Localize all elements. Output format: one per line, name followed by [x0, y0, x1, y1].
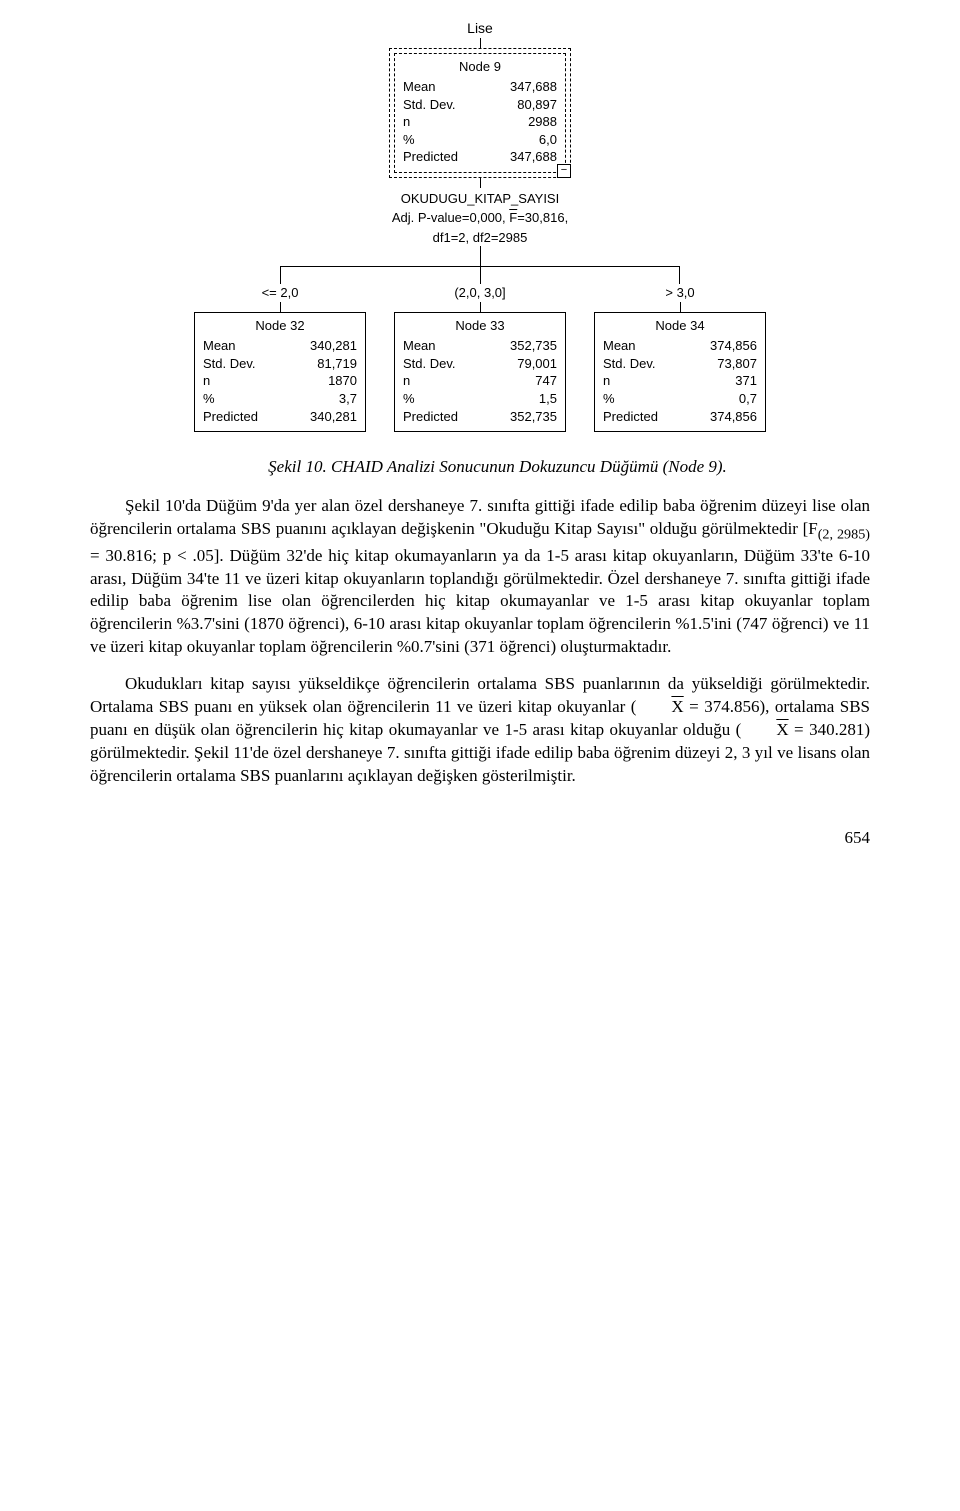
stat-value: 371: [735, 372, 757, 390]
node-title: Node 34: [603, 318, 757, 333]
stat-label: %: [403, 390, 415, 408]
stat-row: Predicted 347,688: [403, 148, 557, 166]
stat-row: n 1870: [203, 372, 357, 390]
connector-line: [480, 38, 481, 48]
stat-row: % 6,0: [403, 131, 557, 149]
stat-row: Std. Dev. 81,719: [203, 355, 357, 373]
stat-label: n: [403, 372, 410, 390]
xbar-symbol: X: [636, 696, 683, 719]
stat-label: Predicted: [603, 408, 658, 426]
stat-row: Std. Dev. 80,897: [403, 96, 557, 114]
stat-row: Mean 347,688: [403, 78, 557, 96]
stat-label: Mean: [403, 337, 436, 355]
stat-row: Mean 340,281: [203, 337, 357, 355]
stat-value: 374,856: [710, 337, 757, 355]
figure-caption: Şekil 10. CHAID Analizi Sonucunun Dokuzu…: [90, 457, 870, 477]
branch-condition: (2,0, 3,0]: [454, 285, 505, 300]
collapse-icon: −: [557, 164, 571, 178]
branch-condition: <= 2,0: [262, 285, 299, 300]
connector-line: [480, 178, 481, 188]
node-34: Node 34 Mean 374,856 Std. Dev. 73,807 n 371…: [594, 312, 766, 432]
node-title: Node 9: [403, 59, 557, 74]
stat-value: 80,897: [517, 96, 557, 114]
stat-row: % 0,7: [603, 390, 757, 408]
stat-label: Std. Dev.: [203, 355, 256, 373]
node-9: Node 9 Mean 347,688 Std. Dev. 80,897 n 2988…: [394, 53, 566, 173]
branch-1: <= 2,0 Node 32 Mean 340,281 Std. Dev. 81,7…: [190, 285, 370, 432]
stat-value: 6,0: [539, 131, 557, 149]
stat-value: 352,735: [510, 337, 557, 355]
stat-row: Mean 352,735: [403, 337, 557, 355]
stat-label: Std. Dev.: [603, 355, 656, 373]
connector-line: [280, 302, 281, 312]
branch-3: > 3,0 Node 34 Mean 374,856 Std. Dev. 73,80…: [590, 285, 770, 432]
stat-value: 1870: [328, 372, 357, 390]
branch-condition: > 3,0: [665, 285, 694, 300]
stat-value: 1,5: [539, 390, 557, 408]
stat-value: 374,856: [710, 408, 757, 426]
stat-label: Std. Dev.: [403, 355, 456, 373]
stat-value: 347,688: [510, 148, 557, 166]
stat-row: Predicted 374,856: [603, 408, 757, 426]
branch-connector: [190, 266, 770, 267]
stat-label: Std. Dev.: [403, 96, 456, 114]
stat-label: %: [203, 390, 215, 408]
para1-text: Şekil 10'da Düğüm 9'da yer alan özel der…: [90, 496, 870, 656]
node-9-outer: Node 9 Mean 347,688 Std. Dev. 80,897 n 2988…: [389, 48, 571, 178]
node-title: Node 32: [203, 318, 357, 333]
child-nodes: <= 2,0 Node 32 Mean 340,281 Std. Dev. 81,7…: [190, 285, 770, 432]
xbar-symbol: X: [741, 719, 788, 742]
stat-value: 0,7: [739, 390, 757, 408]
stat-row: Std. Dev. 73,807: [603, 355, 757, 373]
stat-label: Predicted: [203, 408, 258, 426]
split-stats: Adj. P-value=0,000, F=30,816,: [392, 209, 568, 227]
stat-label: Mean: [203, 337, 236, 355]
stat-value: 352,735: [510, 408, 557, 426]
split-stats-line2: df1=2, df2=2985: [433, 229, 528, 247]
stat-row: Std. Dev. 79,001: [403, 355, 557, 373]
root-label: Lise: [467, 20, 493, 36]
split-stats-line: Adj. P-value=0,000, F=30,816,: [392, 210, 568, 225]
node-32: Node 32 Mean 340,281 Std. Dev. 81,719 n 187…: [194, 312, 366, 432]
node-33: Node 33 Mean 352,735 Std. Dev. 79,001 n 747…: [394, 312, 566, 432]
stat-label: Predicted: [403, 148, 458, 166]
stat-row: % 3,7: [203, 390, 357, 408]
stat-value: 747: [535, 372, 557, 390]
stat-label: %: [603, 390, 615, 408]
stat-value: 3,7: [339, 390, 357, 408]
split-variable: OKUDUGU_KITAP_SAYISI: [401, 190, 559, 208]
stat-row: n 747: [403, 372, 557, 390]
stat-label: n: [603, 372, 610, 390]
paragraph-1: Şekil 10'da Düğüm 9'da yer alan özel der…: [90, 495, 870, 659]
stat-row: Mean 374,856: [603, 337, 757, 355]
stat-label: Mean: [603, 337, 636, 355]
stat-value: 79,001: [517, 355, 557, 373]
stat-label: Predicted: [403, 408, 458, 426]
stat-label: Mean: [403, 78, 436, 96]
branch-2: (2,0, 3,0] Node 33 Mean 352,735 Std. Dev.…: [390, 285, 570, 432]
stat-row: Predicted 352,735: [403, 408, 557, 426]
node-title: Node 33: [403, 318, 557, 333]
stat-row: % 1,5: [403, 390, 557, 408]
page-number: 654: [90, 828, 870, 848]
stat-value: 340,281: [310, 337, 357, 355]
stat-row: Predicted 340,281: [203, 408, 357, 426]
stat-value: 340,281: [310, 408, 357, 426]
stat-value: 347,688: [510, 78, 557, 96]
stat-row: n 2988: [403, 113, 557, 131]
stat-value: 2988: [528, 113, 557, 131]
stat-label: %: [403, 131, 415, 149]
chaid-tree-diagram: Lise Node 9 Mean 347,688 Std. Dev. 80,897 …: [90, 20, 870, 432]
paragraph-2: Okudukları kitap sayısı yükseldikçe öğre…: [90, 673, 870, 788]
stat-label: n: [203, 372, 210, 390]
stat-label: n: [403, 113, 410, 131]
stat-value: 81,719: [317, 355, 357, 373]
connector-line: [680, 302, 681, 312]
connector-line: [480, 246, 481, 266]
stat-row: n 371: [603, 372, 757, 390]
stat-value: 73,807: [717, 355, 757, 373]
connector-line: [480, 302, 481, 312]
